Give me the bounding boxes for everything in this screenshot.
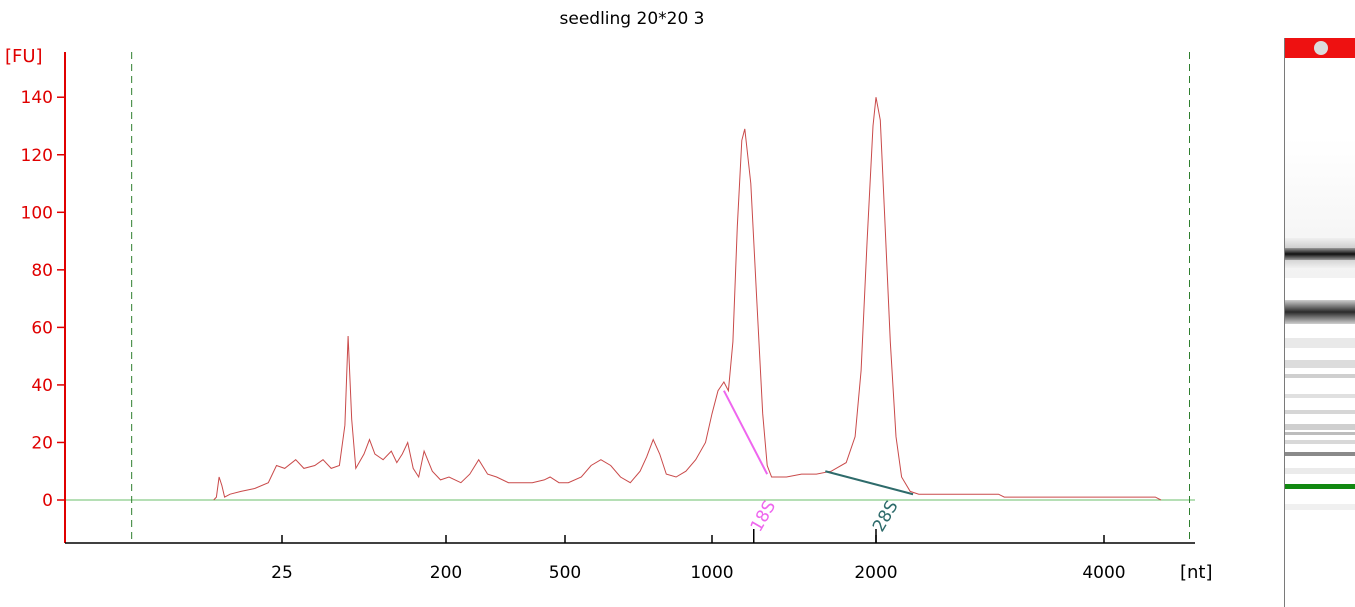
gel-band	[1285, 374, 1355, 378]
chart-title: seedling 20*20 3	[560, 9, 705, 29]
peak-label-28s: 28S	[869, 497, 903, 535]
peak-baseline-18s	[723, 390, 769, 475]
gel-band	[1285, 424, 1355, 430]
gel-band	[1285, 484, 1355, 489]
gel-band	[1285, 248, 1355, 260]
y-tick-label: 60	[31, 318, 53, 338]
y-tick-label: 80	[31, 261, 53, 281]
y-tick-label: 20	[31, 433, 53, 453]
gel-band	[1285, 410, 1355, 414]
x-tick-label: 25	[271, 563, 293, 583]
y-tick-label: 140	[21, 88, 53, 108]
x-tick-label: 200	[430, 563, 462, 583]
gel-lane-header	[1285, 38, 1355, 58]
y-axis-unit-label: [FU]	[5, 46, 43, 67]
x-tick-label: 500	[549, 563, 581, 583]
gel-lane-marker-icon	[1314, 41, 1328, 55]
electropherogram-chart: seedling 20*20 3 [FU] [nt] 0 20 40 60 80 100 1…	[5, 9, 1213, 583]
gel-lane	[1284, 38, 1355, 607]
gel-band	[1285, 300, 1355, 324]
gel-band	[1285, 360, 1355, 368]
gel-band	[1285, 468, 1355, 474]
gel-band	[1285, 452, 1355, 456]
x-axis-unit-label: [nt]	[1180, 562, 1213, 583]
y-tick-label: 0	[42, 491, 53, 511]
trace-line	[213, 97, 1162, 501]
gel-band	[1285, 338, 1355, 348]
x-tick-label: 4000	[1082, 563, 1125, 583]
gel-band	[1285, 440, 1355, 444]
gel-band	[1285, 394, 1355, 398]
y-tick-label: 40	[31, 376, 53, 396]
peak-baseline-28s	[825, 470, 914, 496]
x-tick-label: 1000	[690, 563, 733, 583]
y-tick-label: 100	[21, 203, 53, 223]
gel-band	[1285, 504, 1355, 510]
y-tick-label: 120	[21, 146, 53, 166]
gel-band	[1285, 432, 1355, 435]
peak-label-18s: 18S	[747, 497, 781, 535]
x-tick-label: 2000	[854, 563, 897, 583]
